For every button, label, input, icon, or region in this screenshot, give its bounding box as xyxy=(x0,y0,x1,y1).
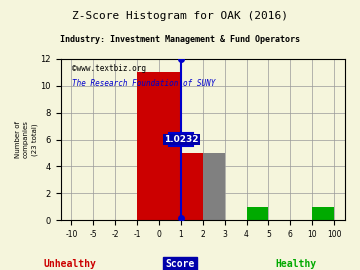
Text: ©www.textbiz.org: ©www.textbiz.org xyxy=(72,64,146,73)
Bar xyxy=(247,207,269,220)
Bar xyxy=(137,72,181,220)
Y-axis label: Number of
companies
(23 total): Number of companies (23 total) xyxy=(15,121,37,158)
Text: Healthy: Healthy xyxy=(276,259,317,269)
Bar xyxy=(312,207,334,220)
Text: The Research Foundation of SUNY: The Research Foundation of SUNY xyxy=(72,79,215,88)
Text: Industry: Investment Management & Fund Operators: Industry: Investment Management & Fund O… xyxy=(60,35,300,44)
Bar xyxy=(181,153,203,220)
Text: Score: Score xyxy=(165,259,195,269)
Text: 1.0232: 1.0232 xyxy=(164,135,199,144)
Text: Z-Score Histogram for OAK (2016): Z-Score Histogram for OAK (2016) xyxy=(72,11,288,21)
Bar xyxy=(203,153,225,220)
Text: Unhealthy: Unhealthy xyxy=(43,259,96,269)
